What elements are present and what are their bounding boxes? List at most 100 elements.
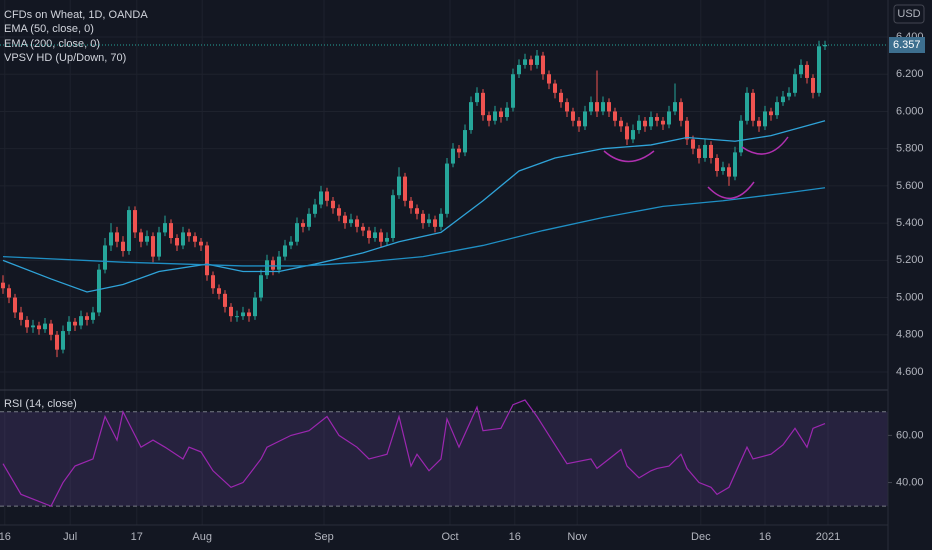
marks — [1, 40, 827, 507]
x-tick-label: 16 — [759, 531, 771, 543]
currency-box[interactable] — [893, 4, 925, 24]
candle-body — [37, 325, 41, 330]
x-tick-label: Aug — [192, 531, 212, 543]
candle-body — [817, 46, 821, 93]
candle-body — [217, 288, 221, 294]
candle-body — [133, 210, 137, 233]
candle-body — [157, 232, 161, 257]
candle-body — [337, 208, 341, 216]
x-tick-label: Nov — [567, 531, 587, 543]
candle-body — [469, 102, 473, 131]
candle-body — [649, 117, 653, 127]
currency[interactable]: USD — [897, 8, 920, 20]
candle-body — [127, 210, 131, 252]
candle-body — [715, 157, 719, 171]
candle-body — [709, 144, 713, 158]
candle-body — [445, 163, 449, 214]
candle-body — [1, 282, 5, 289]
candle-body — [799, 64, 803, 75]
candle-body — [487, 115, 491, 121]
candle-body — [523, 59, 527, 65]
candle-body — [535, 55, 539, 65]
candle-body — [745, 92, 749, 121]
x-tick-label: Sep — [314, 531, 334, 543]
candle-body — [823, 45, 827, 47]
candle-body — [235, 316, 239, 318]
candle-body — [193, 236, 197, 242]
candle-body — [397, 176, 401, 196]
candle-body — [409, 200, 413, 209]
annotation-arc — [603, 150, 655, 163]
candle-body — [703, 144, 707, 158]
candle-body — [115, 232, 119, 242]
candle-body — [13, 297, 17, 313]
candle-body — [673, 102, 677, 112]
candle-body — [253, 297, 257, 317]
candle-body — [721, 167, 725, 171]
candle-body — [781, 96, 785, 103]
candle-body — [19, 312, 23, 320]
candle-body — [205, 245, 209, 276]
candle-body — [625, 126, 629, 140]
candle-body — [367, 230, 371, 238]
candle-body — [595, 102, 599, 112]
candle-body — [241, 312, 245, 317]
x-tick-label: 2021 — [816, 531, 840, 543]
candle-body — [109, 232, 113, 246]
candle-body — [313, 204, 317, 214]
candle-body — [805, 64, 809, 78]
candle-body — [769, 111, 773, 116]
candle-body — [571, 111, 575, 121]
candle-body — [739, 120, 743, 153]
candle-body — [463, 130, 467, 153]
candle-body — [145, 236, 149, 242]
candle-body — [7, 288, 11, 298]
candle-body — [559, 92, 563, 103]
candle-body — [271, 260, 275, 270]
candle-body — [277, 256, 281, 270]
y-tick-label: 5.400 — [896, 217, 924, 229]
candle-body — [361, 226, 365, 231]
x-tick-label: Oct — [441, 531, 458, 543]
candle-body — [577, 120, 581, 127]
candle-body — [427, 219, 431, 224]
candle-body — [391, 195, 395, 238]
candle-body — [79, 316, 83, 326]
x-tick-label: 16 — [509, 531, 521, 543]
y-tick-label: 6.200 — [896, 68, 924, 80]
candle-body — [349, 219, 353, 224]
candle-body — [793, 74, 797, 93]
candle-body — [757, 120, 761, 127]
candle-body — [295, 223, 299, 242]
indicator-label: EMA (50, close, 0) — [4, 23, 94, 35]
ema-line — [2, 120, 826, 293]
indicator-label: EMA (200, close, 0) — [4, 38, 100, 50]
candle-body — [505, 107, 509, 118]
candle-body — [301, 223, 305, 227]
candle-body — [679, 102, 683, 121]
candle-body — [151, 236, 155, 257]
chart-title: CFDs on Wheat, 1D, OANDA — [4, 9, 148, 21]
candle-body — [67, 321, 71, 332]
y-tick-label: 6.000 — [896, 105, 924, 117]
candle-body — [511, 74, 515, 108]
rsi-line — [2, 399, 826, 507]
candle-body — [211, 275, 215, 289]
candle-body — [775, 102, 779, 116]
candle-body — [343, 215, 347, 224]
rsi-label: RSI (14, close) — [4, 398, 77, 410]
candle-body — [685, 120, 689, 140]
y-tick-label: 5.200 — [896, 254, 924, 266]
candle-body — [85, 316, 89, 320]
candle-body — [691, 139, 695, 149]
y-tick-label: 5.800 — [896, 143, 924, 155]
candle-body — [43, 323, 47, 330]
candle-body — [697, 148, 701, 158]
candle-body — [787, 92, 791, 97]
candle-body — [91, 312, 95, 320]
candle-body — [439, 213, 443, 227]
x-tick-label: 16 — [0, 531, 11, 543]
rsi-tick-label: 40.00 — [896, 476, 924, 488]
candle-body — [601, 102, 605, 112]
